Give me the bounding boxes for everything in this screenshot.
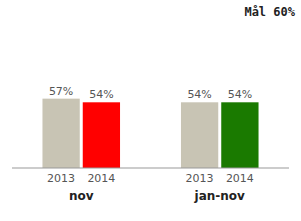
bars: [42, 99, 258, 168]
series-label: 2013: [47, 172, 75, 185]
baseline: [12, 168, 289, 169]
annotation: Mål 60%: [244, 5, 295, 19]
series-label: 2013: [186, 172, 214, 185]
data-label: 54%: [89, 88, 113, 101]
series-label: 2014: [87, 172, 115, 185]
data-label: 54%: [187, 88, 211, 101]
data-label: 54%: [228, 88, 252, 101]
labels: 57% 2013 54% 2014 nov 54% 2013 54% 2014 jan-nov Må…: [47, 5, 296, 203]
category-label: nov: [69, 189, 94, 203]
bar: [42, 99, 79, 168]
chart-container: 57% 2013 54% 2014 nov 54% 2013 54% 2014 jan-nov Må…: [0, 0, 301, 221]
bar: [181, 102, 218, 168]
bar: [83, 102, 120, 168]
bar: [221, 102, 258, 168]
category-label: jan-nov: [194, 189, 246, 203]
chart-svg: 57% 2013 54% 2014 nov 54% 2013 54% 2014 jan-nov Må…: [0, 0, 301, 221]
data-label: 57%: [49, 85, 73, 98]
series-label: 2014: [226, 172, 254, 185]
